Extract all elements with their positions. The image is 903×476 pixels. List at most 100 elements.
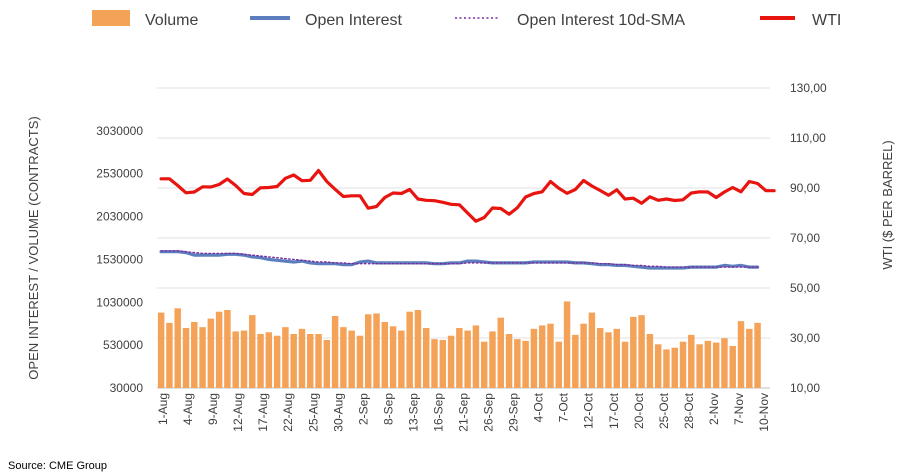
- volume-bar: [282, 327, 289, 388]
- volume-bar: [605, 332, 612, 388]
- volume-bar: [464, 330, 471, 388]
- open-interest-line: [159, 250, 760, 270]
- x-tick-label: 7-Oct: [557, 392, 571, 422]
- volume-bar: [580, 323, 587, 388]
- volume-bar: [654, 344, 662, 388]
- volume-bar: [480, 341, 488, 388]
- x-tick-label: 17-Aug: [256, 393, 270, 432]
- gridlines: [157, 87, 770, 389]
- legend-sma-label: Open Interest 10d-SMA: [517, 12, 685, 29]
- volume-bar: [489, 331, 496, 388]
- y2-tick-label: 110,00: [790, 131, 826, 145]
- volume-bar: [621, 341, 629, 388]
- x-tick-label: 13-Sep: [406, 393, 420, 432]
- left-axis-title: OPEN INTEREST / VOLUME (CONTRACTS): [26, 116, 41, 379]
- volume-bar: [166, 322, 173, 388]
- volume-bar: [696, 344, 703, 388]
- volume-bar: [754, 322, 761, 388]
- volume-bar: [174, 308, 181, 388]
- volume-bar: [638, 315, 645, 388]
- source-note: Source: CME Group: [8, 460, 107, 472]
- x-tick-label: 21-Sep: [457, 393, 471, 432]
- x-tick-label: 9-Aug: [206, 393, 220, 425]
- volume-bar: [472, 325, 480, 388]
- x-tick-label: 4-Oct: [532, 392, 546, 422]
- legend-open-interest-label: Open Interest: [305, 12, 403, 29]
- x-tick-label: 26-Sep: [482, 393, 496, 432]
- volume-bar: [547, 323, 554, 388]
- x-tick-label: 22-Aug: [281, 393, 295, 432]
- volume-bar: [530, 328, 538, 388]
- volume-bar: [249, 315, 256, 388]
- volume-bar: [737, 321, 745, 388]
- series-lines: [159, 168, 776, 270]
- volume-bar: [538, 325, 546, 388]
- volume-bar: [348, 330, 355, 388]
- volume-bar: [497, 317, 505, 388]
- volume-bar: [422, 328, 430, 388]
- volume-bar: [729, 346, 736, 388]
- volume-bar: [381, 322, 389, 388]
- volume-bar: [704, 340, 712, 388]
- x-tick-label: 1-Aug: [156, 393, 170, 425]
- x-tick-label: 28-Oct: [682, 392, 696, 429]
- volume-bar: [257, 334, 264, 388]
- volume-bar: [290, 334, 297, 388]
- volume-bar: [191, 322, 198, 388]
- volume-bar: [182, 328, 190, 388]
- volume-bar: [398, 330, 405, 388]
- legend: Volume Open Interest Open Interest 10d-S…: [92, 10, 841, 29]
- volume-bar: [613, 328, 620, 388]
- x-tick-label: 17-Oct: [607, 392, 621, 429]
- x-tick-label: 4-Aug: [181, 393, 195, 425]
- y2-tick-label: 10,00: [790, 381, 820, 395]
- volume-bar: [679, 341, 687, 388]
- y-tick-label: 530000: [103, 338, 143, 352]
- x-tick-label: 30-Aug: [331, 393, 345, 432]
- volume-bar: [646, 334, 654, 388]
- volume-bar: [232, 331, 239, 388]
- y-tick-label: 30000: [110, 381, 144, 395]
- volume-bar: [563, 301, 571, 388]
- volume-bar: [431, 339, 438, 388]
- volume-bar: [307, 334, 314, 388]
- x-tick-label: 12-Aug: [231, 393, 245, 432]
- volume-bar: [721, 338, 728, 388]
- x-tick-label: 25-Oct: [657, 392, 671, 429]
- volume-bar: [572, 334, 579, 388]
- volume-bar: [688, 334, 695, 388]
- volume-bar: [746, 328, 753, 388]
- legend-volume-swatch: [92, 10, 130, 26]
- volume-bar: [373, 313, 380, 388]
- right-axis-ticks: 10,00 30,00 50,00 70,00 90,00 110,00 130,00: [790, 81, 827, 395]
- volume-bar: [712, 342, 720, 388]
- volume-bar: [447, 335, 455, 388]
- right-axis-title: WTI ($ PER BARREL): [880, 140, 895, 269]
- legend-wti-label: WTI: [812, 12, 841, 29]
- volume-bar: [456, 328, 463, 388]
- volume-bar: [273, 335, 281, 388]
- x-tick-label: 12-Oct: [582, 392, 596, 429]
- volume-bar: [298, 328, 306, 388]
- volume-bars: [157, 301, 761, 388]
- volume-bar: [522, 340, 529, 388]
- x-tick-label: 25-Aug: [306, 393, 320, 432]
- y-tick-label: 3030000: [96, 124, 143, 138]
- legend-volume-label: Volume: [145, 12, 198, 29]
- x-tick-label: 10-Nov: [757, 393, 771, 432]
- volume-bar: [596, 328, 604, 388]
- open-interest-sma-line: [160, 250, 759, 268]
- y-tick-label: 2530000: [96, 167, 143, 181]
- x-tick-label: 2-Sep: [356, 393, 370, 425]
- volume-bar: [356, 335, 364, 388]
- volume-bar: [240, 330, 248, 388]
- y-tick-label: 2030000: [96, 210, 143, 224]
- y2-tick-label: 30,00: [790, 331, 820, 345]
- volume-bar: [207, 318, 215, 388]
- x-tick-label: 2-Nov: [707, 393, 721, 425]
- x-tick-label: 8-Sep: [381, 393, 395, 425]
- volume-bar: [630, 316, 637, 388]
- y-tick-label: 1530000: [96, 252, 143, 266]
- volume-bar: [199, 327, 206, 388]
- y2-tick-label: 70,00: [790, 231, 820, 245]
